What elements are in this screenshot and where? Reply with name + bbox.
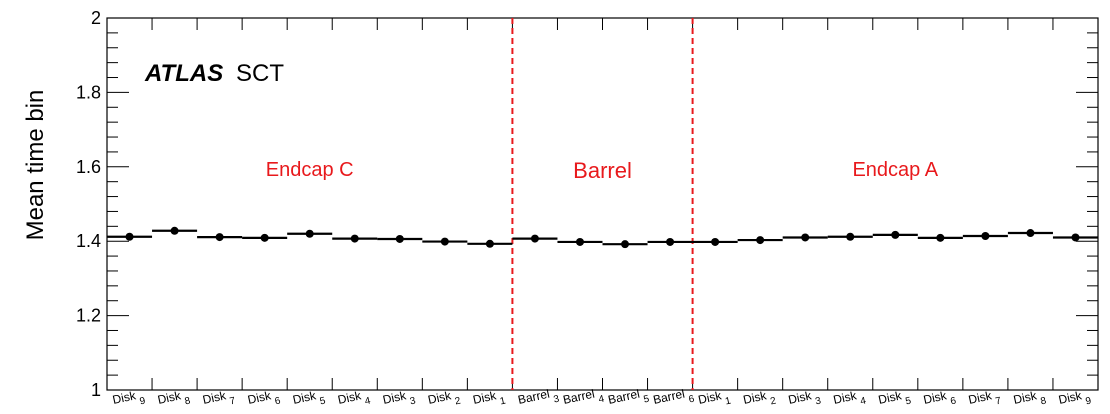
x-tick-label: Disk 7: [967, 387, 1003, 413]
data-point: [1071, 233, 1080, 242]
data-point: [711, 237, 720, 246]
data-point: [756, 236, 765, 245]
region-label-endcap-a: Endcap A: [852, 159, 938, 181]
region-dividers: [511, 18, 694, 390]
x-tick-label: Barrel 6: [652, 385, 696, 413]
x-tick-label: Disk 2: [427, 387, 463, 413]
region-label-endcap-c: Endcap C: [266, 159, 354, 181]
x-tick-label: Barrel 5: [607, 385, 651, 413]
experiment-name: ATLAS: [144, 60, 223, 87]
x-tick-label: Disk 6: [246, 387, 282, 413]
region-labels: Endcap C Barrel Endcap A: [266, 158, 939, 183]
data-point: [260, 233, 269, 242]
x-tick-label: Disk 2: [742, 387, 778, 413]
data-point: [530, 234, 539, 243]
x-tick-label: Disk 5: [877, 387, 913, 413]
data-point: [1026, 229, 1035, 238]
data-point: [801, 233, 810, 242]
x-tick-label: Disk 9: [111, 387, 147, 413]
data-point: [891, 230, 900, 239]
x-tick-label: Disk 8: [156, 387, 192, 413]
data-point: [575, 237, 584, 246]
x-tick-label: Disk 1: [697, 387, 733, 413]
x-tick-label: Disk 8: [1012, 387, 1048, 413]
data-point: [350, 234, 359, 243]
data-point: [440, 237, 449, 246]
x-tick-label: Disk 3: [787, 387, 823, 413]
x-tick-label: Disk 4: [336, 387, 372, 413]
x-tick-label: Barrel 3: [517, 385, 561, 413]
data-point: [846, 232, 855, 241]
data-point: [125, 232, 134, 241]
region-label-barrel: Barrel: [573, 158, 632, 183]
x-tick-label: Disk 5: [291, 387, 327, 413]
data-point: [305, 229, 314, 238]
data-point: [170, 226, 179, 235]
x-tick-label: Disk 1: [472, 387, 508, 413]
data-point: [936, 233, 945, 242]
y-tick-label: 1.8: [76, 82, 101, 102]
x-tick-label: Disk 7: [201, 387, 237, 413]
data-point: [485, 239, 494, 248]
data-point: [395, 234, 404, 243]
data-point: [666, 237, 675, 246]
x-tick-label: Disk 4: [832, 387, 868, 413]
x-tick-label: Disk 6: [922, 387, 958, 413]
y-tick-label: 1.6: [76, 157, 101, 177]
x-tick-label: Barrel 4: [562, 385, 606, 413]
experiment-label: ATLAS SCT: [144, 60, 284, 87]
data-series: [107, 226, 1098, 249]
x-tick-label: Disk 3: [382, 387, 418, 413]
y-tick-label: 2: [91, 8, 101, 28]
x-tick-label: Disk 9: [1057, 387, 1093, 413]
data-point: [621, 240, 630, 249]
y-tick-label: 1.2: [76, 306, 101, 326]
y-tick-label: 1: [91, 380, 101, 400]
data-point: [981, 231, 990, 240]
y-axis: 1 1.2 1.4 1.6 1.8 2: [76, 8, 1098, 400]
detector-name: SCT: [236, 60, 284, 87]
y-tick-label: 1.4: [76, 231, 101, 251]
x-axis: Disk 9 Disk 8 Disk 7 Disk 6 Disk 5 Disk 4 Disk…: [106, 18, 1099, 413]
data-point: [215, 233, 224, 242]
